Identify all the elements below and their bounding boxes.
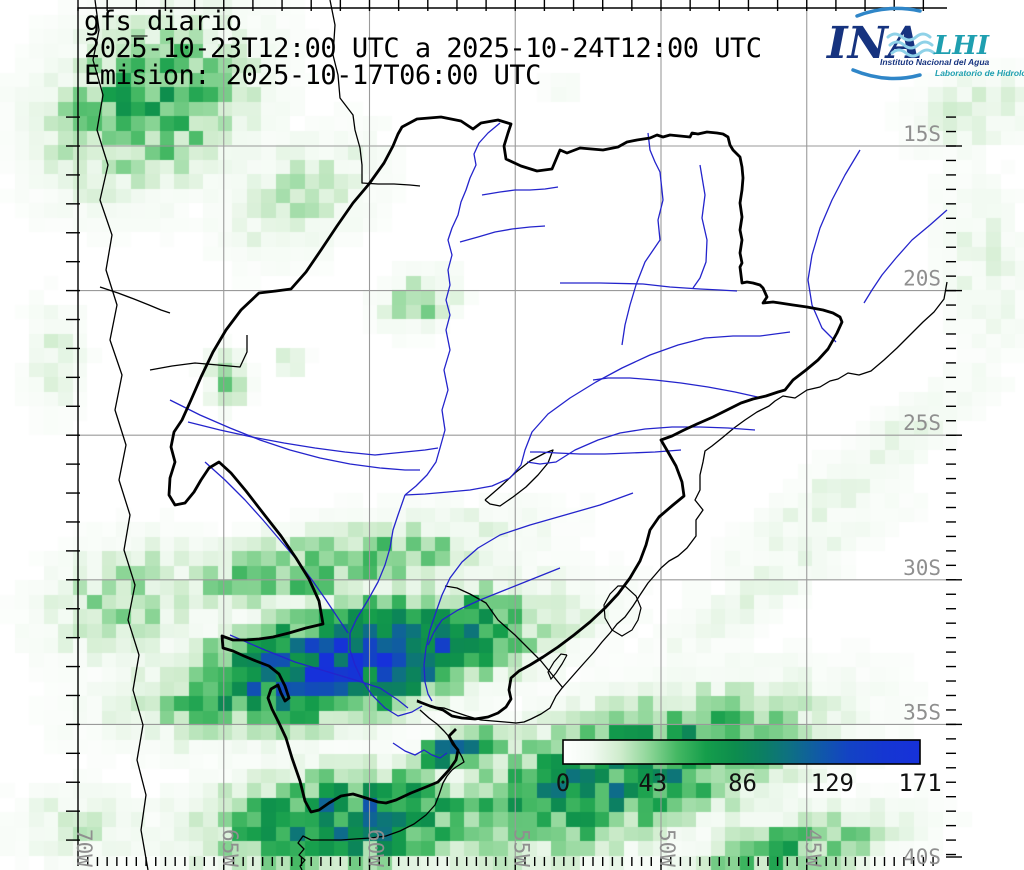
lat-label: 15S — [903, 122, 941, 146]
river-path — [229, 634, 409, 709]
country-border — [92, 0, 149, 870]
ina-logo: INA LHI Instituto Nacional del Agua Labo… — [825, 6, 1024, 81]
river-path — [692, 164, 708, 289]
lat-label: 40S — [903, 845, 941, 869]
river-path — [392, 742, 448, 759]
lat-label: 20S — [903, 267, 941, 291]
lat-label: 25S — [903, 411, 941, 435]
country-border — [444, 585, 564, 689]
river-path — [459, 225, 546, 243]
forecast-period: 2025-10-23T12:00 UTC a 2025-10-24T12:00 … — [84, 33, 762, 64]
lagoon-outline — [603, 585, 642, 637]
river-path — [423, 492, 634, 702]
colorbar-tick-label: 43 — [638, 769, 667, 797]
river-path — [863, 209, 948, 304]
river-path — [530, 449, 682, 455]
country-border — [149, 335, 248, 371]
colorbar-tick-label: 86 — [728, 769, 757, 797]
colorbar-tick-label: 171 — [898, 769, 941, 797]
river-path — [526, 426, 756, 465]
lon-label: 65W — [218, 829, 242, 867]
basin-outline — [167, 115, 844, 814]
river-path — [807, 149, 861, 343]
lon-label: 45W — [801, 829, 825, 867]
lon-label: 70W — [72, 829, 96, 867]
lon-label: 60W — [364, 829, 388, 867]
lagoon-outline — [547, 653, 568, 681]
colorbar-tick-label: 129 — [811, 769, 854, 797]
river-path — [621, 171, 664, 346]
country-border — [484, 449, 554, 507]
logo-waves-icon — [886, 32, 936, 58]
river-path — [427, 567, 561, 646]
river-path — [187, 421, 439, 456]
river-path — [349, 494, 423, 717]
country-border — [416, 281, 948, 724]
river-path — [560, 282, 738, 292]
plot-frame — [77, 7, 947, 858]
river-path — [592, 377, 763, 399]
colorbar-tick-label: 0 — [556, 769, 570, 797]
logo-acronym: INA — [825, 18, 922, 69]
lon-label: 55W — [509, 829, 533, 867]
river-path — [204, 461, 349, 634]
lat-label: 35S — [903, 700, 941, 724]
country-border — [99, 286, 171, 314]
logo-laboratory-name: Laboratorio de Hidrologia — [935, 68, 1024, 78]
logo-arc-top-icon — [855, 6, 922, 18]
logo-institute-name: Instituto Nacional del Agua — [880, 57, 990, 67]
lon-label: 50W — [655, 829, 679, 867]
colorbar-scale — [562, 739, 921, 765]
lat-label: 30S — [903, 556, 941, 580]
river-path — [404, 331, 791, 496]
river-path — [404, 122, 501, 496]
emission-time: Emision: 2025-10-17T06:00 UTC — [84, 60, 541, 91]
river-path — [647, 132, 661, 173]
country-border — [329, 0, 421, 187]
product-name: gfs_diario — [84, 6, 242, 37]
river-path — [169, 399, 420, 471]
river-path — [481, 186, 559, 196]
logo-arc-bottom-icon — [851, 68, 922, 81]
logo-lab-acronym: LHI — [933, 31, 990, 61]
